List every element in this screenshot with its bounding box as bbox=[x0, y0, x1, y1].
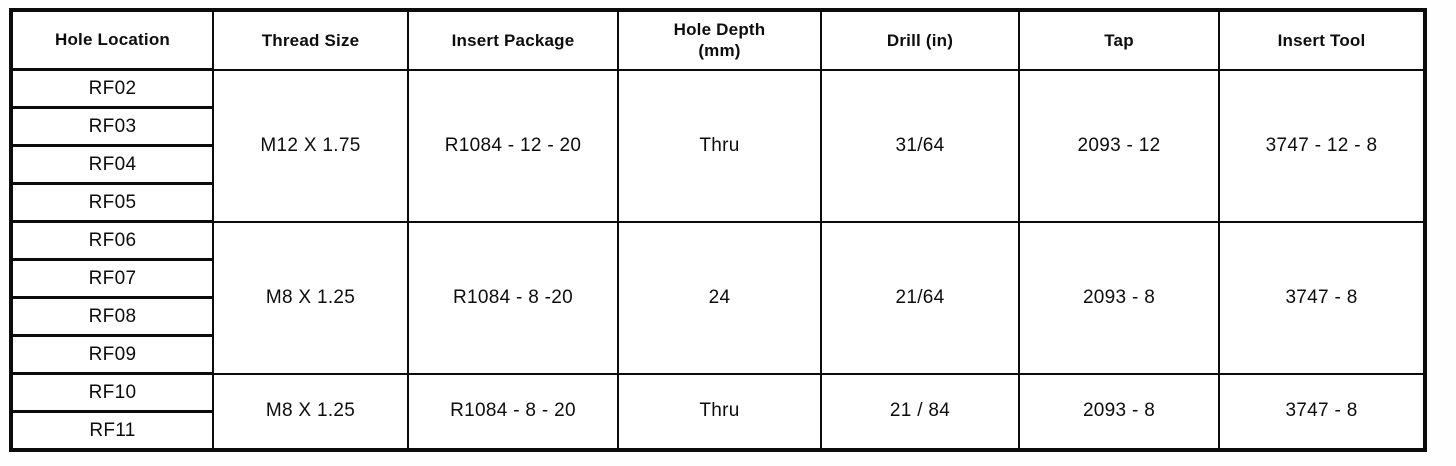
cell-hole-location-rf10: RF10 bbox=[10, 372, 214, 413]
table-row: RF07 bbox=[10, 258, 1425, 299]
table-header-row: Hole Location Thread Size Insert Package… bbox=[10, 9, 1426, 71]
cell-hole-depth-group3: Thru bbox=[617, 372, 822, 451]
cell-hole-location-rf06: RF06 bbox=[10, 220, 214, 261]
cell-hole-location-rf02: RF02 bbox=[10, 68, 214, 109]
cell-insert-tool-group1: 3747 - 12 - 8 bbox=[1218, 68, 1426, 223]
cell-thread-size-group2: M8 X 1.25 bbox=[212, 220, 409, 375]
table-row: RF10 M8 X 1.25 R1084 - 8 - 20 Thru 21 / … bbox=[10, 372, 1426, 451]
header-insert-package: Insert Package bbox=[407, 9, 619, 71]
cell-hole-depth-group2: 24 bbox=[617, 220, 822, 375]
cell-tap-group3: 2093 - 8 bbox=[1018, 372, 1220, 451]
header-hole-depth: Hole Depth (mm) bbox=[617, 9, 822, 71]
cell-drill-group3: 21 / 84 bbox=[820, 372, 1020, 451]
table-row: RF08 bbox=[10, 296, 1425, 337]
header-hole-location: Hole Location bbox=[10, 9, 214, 71]
cell-tap-group2: 2093 - 8 bbox=[1018, 220, 1220, 375]
cell-hole-location-rf11: RF11 bbox=[10, 410, 214, 452]
table-row: RF03 bbox=[10, 106, 1425, 147]
cell-hole-location-rf03: RF03 bbox=[10, 106, 214, 147]
hole-spec-table: Hole Location Thread Size Insert Package… bbox=[9, 8, 1427, 452]
table-row: RF02 M12 X 1.75 R1084 - 12 - 20 Thru 31/… bbox=[10, 68, 1426, 223]
table-row: RF05 bbox=[10, 182, 1425, 223]
header-thread-size: Thread Size bbox=[212, 9, 409, 71]
cell-hole-location-rf05: RF05 bbox=[10, 182, 214, 223]
cell-insert-tool-group2: 3747 - 8 bbox=[1218, 220, 1426, 375]
header-tap: Tap bbox=[1018, 9, 1220, 71]
cell-insert-package-group1: R1084 - 12 - 20 bbox=[407, 68, 619, 223]
cell-thread-size-group3: M8 X 1.25 bbox=[212, 372, 409, 451]
table-row: RF11 bbox=[10, 410, 1425, 452]
cell-hole-location-rf04: RF04 bbox=[10, 144, 214, 185]
cell-hole-depth-group1: Thru bbox=[617, 68, 822, 223]
cell-insert-tool-group3: 3747 - 8 bbox=[1218, 372, 1426, 451]
cell-insert-package-group3: R1084 - 8 - 20 bbox=[407, 372, 619, 451]
table-row: RF09 bbox=[10, 334, 1425, 375]
cell-drill-group2: 21/64 bbox=[820, 220, 1020, 375]
header-drill: Drill (in) bbox=[820, 9, 1020, 71]
cell-insert-package-group2: R1084 - 8 -20 bbox=[407, 220, 619, 375]
cell-drill-group1: 31/64 bbox=[820, 68, 1020, 223]
cell-hole-location-rf07: RF07 bbox=[10, 258, 214, 299]
cell-hole-location-rf08: RF08 bbox=[10, 296, 214, 337]
cell-thread-size-group1: M12 X 1.75 bbox=[212, 68, 409, 223]
cell-hole-location-rf09: RF09 bbox=[10, 334, 214, 375]
table-row: RF06 M8 X 1.25 R1084 - 8 -20 24 21/64 20… bbox=[10, 220, 1426, 375]
table-row: RF04 bbox=[10, 144, 1425, 185]
header-insert-tool: Insert Tool bbox=[1218, 9, 1426, 71]
cell-tap-group1: 2093 - 12 bbox=[1018, 68, 1220, 223]
